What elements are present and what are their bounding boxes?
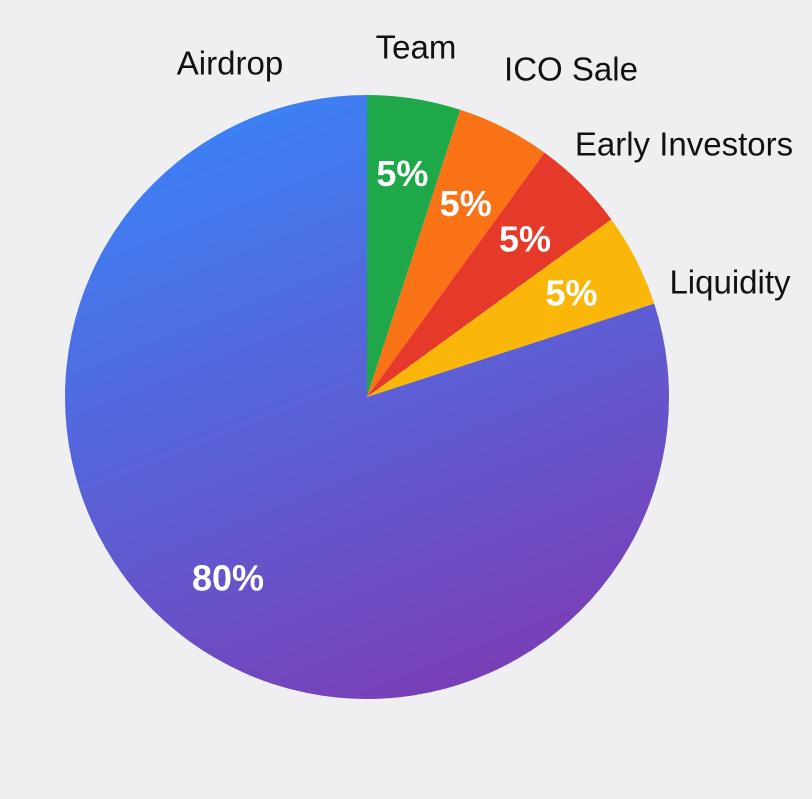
category-label-team: Team [376,29,457,66]
pie-slice-team [367,95,461,397]
value-label-team: 5% [376,153,428,194]
value-label-early-investors: 5% [499,219,551,260]
category-label-ico-sale: ICO Sale [504,51,638,88]
category-label-early-investors: Early Investors [575,126,793,163]
category-labels-layer: Team ICO Sale Early Investors Liquidity Aird… [177,29,793,301]
category-label-airdrop: Airdrop [177,45,283,82]
pie-slice-airdrop [64,95,669,700]
category-label-liquidity: Liquidity [669,264,791,301]
slices-layer [64,95,669,700]
value-labels-layer: 5%5%5%5%80% [192,153,598,599]
pie-slice-liquidity [367,219,655,397]
value-label-liquidity: 5% [545,272,597,313]
pie-slice-ico-sale [367,109,545,397]
value-label-airdrop: 80% [192,558,264,599]
pie-slice-early-investors [367,152,612,397]
value-label-ico-sale: 5% [440,183,492,224]
